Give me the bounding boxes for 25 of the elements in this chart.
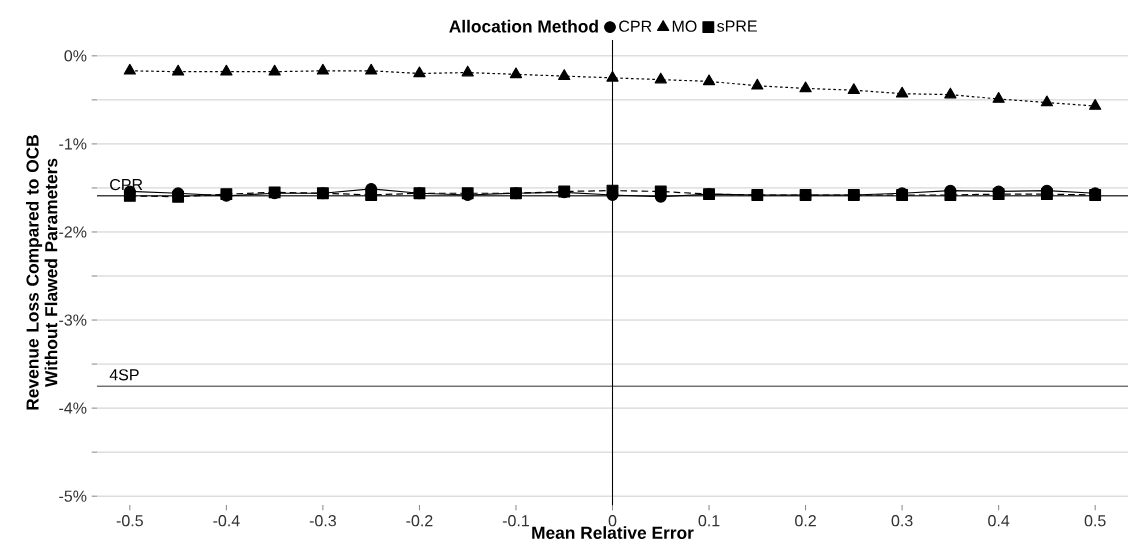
y-tick-label: -5% [59,490,87,502]
x-axis-title: Mean Relative Error [532,526,694,539]
x-tick-label: -0.5 [116,515,143,527]
legend-label: CPR [619,20,652,32]
x-tick-label: 0 [608,515,617,527]
y-tick-label: -2% [59,226,87,238]
legend-title: Allocation Method [449,19,598,33]
y-tick-label: -3% [59,314,87,326]
x-tick-label: 0.2 [795,515,816,527]
x-tick-label: -0.2 [406,515,433,527]
x-tick-label: 0.3 [891,515,913,527]
legend-label: sPRE [717,20,757,32]
ref-line-label: 4SP [109,369,139,381]
x-tick-label: -0.3 [309,515,336,527]
ref-line-label: CPR [110,178,143,191]
y-axis-title: Revenue Loss Compared to OCB Without Flawed Parameters [25,135,58,410]
y-tick-label: -1% [59,138,87,150]
legend-label: MO [672,20,697,32]
x-tick-label: -0.4 [213,515,240,527]
x-tick-label: 0.5 [1084,515,1106,527]
x-tick-label: 0.4 [988,515,1010,527]
x-tick-label: -0.1 [502,515,529,527]
y-tick-label: 0% [64,50,87,62]
x-tick-label: 0.1 [698,515,720,527]
y-tick-label: -4% [59,402,87,414]
